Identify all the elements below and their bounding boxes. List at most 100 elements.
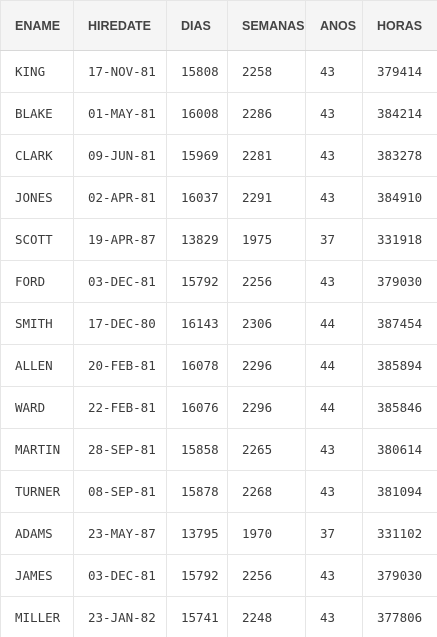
cell-hiredate: 23-JAN-82: [73, 596, 167, 637]
cell-anos: 44: [305, 344, 363, 387]
cell-semanas: 2256: [227, 260, 306, 303]
cell-dias: 16143: [166, 302, 228, 345]
cell-semanas: 2248: [227, 596, 306, 637]
table-row: TURNER 08-SEP-81 15878 2268 43 381094: [0, 470, 437, 513]
cell-dias: 15741: [166, 596, 228, 637]
cell-dias: 15969: [166, 134, 228, 177]
table-row: JAMES 03-DEC-81 15792 2256 43 379030: [0, 554, 437, 597]
column-header-semanas: SEMANAS: [227, 0, 306, 51]
cell-semanas: 2256: [227, 554, 306, 597]
column-header-horas: HORAS: [362, 0, 437, 51]
column-header-dias: DIAS: [166, 0, 228, 51]
cell-anos: 37: [305, 218, 363, 261]
column-header-ename: ENAME: [0, 0, 74, 51]
cell-ename: BLAKE: [0, 92, 74, 135]
cell-anos: 43: [305, 134, 363, 177]
table-row: MILLER 23-JAN-82 15741 2248 43 377806: [0, 596, 437, 637]
table-body: KING 17-NOV-81 15808 2258 43 379414 BLAKE 01-MA…: [0, 50, 437, 637]
cell-ename: MARTIN: [0, 428, 74, 471]
column-header-hiredate: HIREDATE: [73, 0, 167, 51]
table-row: ALLEN 20-FEB-81 16078 2296 44 385894: [0, 344, 437, 387]
cell-semanas: 2281: [227, 134, 306, 177]
cell-anos: 44: [305, 386, 363, 429]
table-row: CLARK 09-JUN-81 15969 2281 43 383278: [0, 134, 437, 177]
cell-ename: JAMES: [0, 554, 74, 597]
cell-dias: 15808: [166, 50, 228, 93]
cell-hiredate: 17-DEC-80: [73, 302, 167, 345]
cell-ename: WARD: [0, 386, 74, 429]
cell-horas: 379030: [362, 554, 437, 597]
cell-ename: TURNER: [0, 470, 74, 513]
cell-dias: 15858: [166, 428, 228, 471]
cell-anos: 43: [305, 92, 363, 135]
cell-hiredate: 28-SEP-81: [73, 428, 167, 471]
cell-horas: 383278: [362, 134, 437, 177]
table-row: KING 17-NOV-81 15808 2258 43 379414: [0, 50, 437, 93]
cell-anos: 43: [305, 428, 363, 471]
table-row: SCOTT 19-APR-87 13829 1975 37 331918: [0, 218, 437, 261]
cell-dias: 15878: [166, 470, 228, 513]
table-row: FORD 03-DEC-81 15792 2256 43 379030: [0, 260, 437, 303]
cell-hiredate: 17-NOV-81: [73, 50, 167, 93]
cell-ename: FORD: [0, 260, 74, 303]
cell-hiredate: 02-APR-81: [73, 176, 167, 219]
cell-ename: SCOTT: [0, 218, 74, 261]
cell-anos: 43: [305, 470, 363, 513]
cell-dias: 16037: [166, 176, 228, 219]
cell-anos: 43: [305, 260, 363, 303]
cell-anos: 43: [305, 596, 363, 637]
cell-horas: 385846: [362, 386, 437, 429]
cell-anos: 44: [305, 302, 363, 345]
cell-horas: 384910: [362, 176, 437, 219]
cell-hiredate: 19-APR-87: [73, 218, 167, 261]
cell-hiredate: 09-JUN-81: [73, 134, 167, 177]
cell-semanas: 2258: [227, 50, 306, 93]
cell-semanas: 2306: [227, 302, 306, 345]
cell-dias: 15792: [166, 260, 228, 303]
cell-semanas: 2296: [227, 386, 306, 429]
cell-anos: 43: [305, 554, 363, 597]
cell-dias: 16078: [166, 344, 228, 387]
cell-dias: 16008: [166, 92, 228, 135]
cell-hiredate: 01-MAY-81: [73, 92, 167, 135]
cell-ename: ALLEN: [0, 344, 74, 387]
cell-semanas: 2296: [227, 344, 306, 387]
cell-hiredate: 22-FEB-81: [73, 386, 167, 429]
cell-horas: 379414: [362, 50, 437, 93]
cell-ename: ADAMS: [0, 512, 74, 555]
table-row: WARD 22-FEB-81 16076 2296 44 385846: [0, 386, 437, 429]
table-row: BLAKE 01-MAY-81 16008 2286 43 384214: [0, 92, 437, 135]
cell-hiredate: 08-SEP-81: [73, 470, 167, 513]
cell-hiredate: 03-DEC-81: [73, 554, 167, 597]
cell-anos: 43: [305, 176, 363, 219]
cell-hiredate: 03-DEC-81: [73, 260, 167, 303]
cell-anos: 37: [305, 512, 363, 555]
table-row: MARTIN 28-SEP-81 15858 2265 43 380614: [0, 428, 437, 471]
table-row: ADAMS 23-MAY-87 13795 1970 37 331102: [0, 512, 437, 555]
cell-dias: 15792: [166, 554, 228, 597]
cell-dias: 13795: [166, 512, 228, 555]
table-row: JONES 02-APR-81 16037 2291 43 384910: [0, 176, 437, 219]
cell-horas: 331918: [362, 218, 437, 261]
cell-horas: 387454: [362, 302, 437, 345]
cell-hiredate: 20-FEB-81: [73, 344, 167, 387]
cell-horas: 380614: [362, 428, 437, 471]
cell-semanas: 1970: [227, 512, 306, 555]
cell-horas: 381094: [362, 470, 437, 513]
table-row: SMITH 17-DEC-80 16143 2306 44 387454: [0, 302, 437, 345]
cell-dias: 13829: [166, 218, 228, 261]
cell-horas: 384214: [362, 92, 437, 135]
cell-horas: 331102: [362, 512, 437, 555]
cell-anos: 43: [305, 50, 363, 93]
cell-ename: CLARK: [0, 134, 74, 177]
cell-ename: MILLER: [0, 596, 74, 637]
cell-hiredate: 23-MAY-87: [73, 512, 167, 555]
cell-semanas: 2286: [227, 92, 306, 135]
header-row: ENAME HIREDATE DIAS SEMANAS ANOS HORAS: [0, 0, 437, 51]
cell-horas: 377806: [362, 596, 437, 637]
cell-horas: 385894: [362, 344, 437, 387]
cell-ename: SMITH: [0, 302, 74, 345]
table-header: ENAME HIREDATE DIAS SEMANAS ANOS HORAS: [0, 0, 437, 51]
cell-semanas: 2268: [227, 470, 306, 513]
